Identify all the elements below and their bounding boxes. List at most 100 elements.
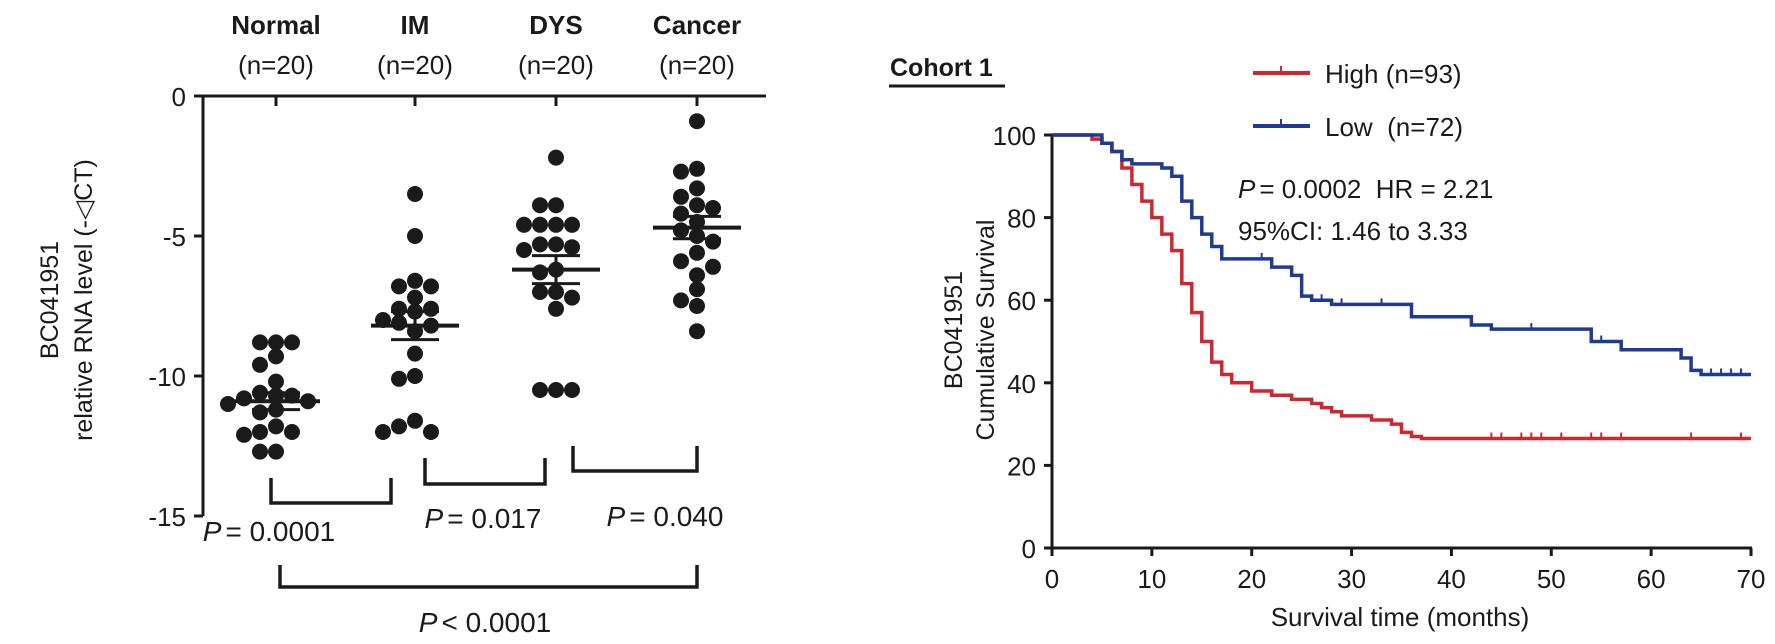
data-point-cancer [689,323,705,340]
data-point-im [391,300,407,317]
data-point-normal [268,373,284,390]
category-labels: Normal (n=20) IM (n=20) DYS (n=20) Cancer (n=20… [231,10,741,106]
data-point-cancer [673,292,689,309]
category-label: IM [401,10,430,40]
category-n-label: (n=20) [659,50,735,80]
comparison-bracket [278,565,699,589]
x-axis-label: Survival time (months) [1271,602,1530,632]
category-label: DYS [529,10,582,40]
y-axis-label-line1: BC041951 [940,271,968,389]
survival-chart: Cohort 1 0 20 40 60 80 100 0 10 20 30 40 50 60 70 BC… [889,54,1765,632]
data-point-cancer [673,163,689,180]
data-point-dys [532,236,548,253]
data-point-cancer [689,180,705,197]
data-point-cancer [705,258,721,275]
data-point-normal [252,404,268,421]
x-tick-label: 60 [1637,564,1666,594]
y-tick-label: 80 [1007,204,1036,234]
category-label: Normal [231,10,321,40]
data-point-cancer [689,267,705,284]
data-point-dys [564,289,580,306]
survival-curve-low [1052,133,1751,377]
data-point-im [391,278,407,295]
comparison-bracket [571,446,699,473]
p-symbol: P [419,607,438,638]
comparison-p-label: P = 0.0001 [203,516,335,547]
data-point-cancer [673,253,689,270]
data-point-im [375,424,391,440]
data-point-im [391,418,407,435]
data-point-cancer [689,281,705,298]
data-point-cancer [705,200,721,216]
x-axis-ticks: 0 10 20 30 40 50 60 70 [1045,548,1766,594]
data-point-dys [532,197,548,214]
data-point-cancer [689,298,705,314]
category-n-label: (n=20) [518,50,594,80]
data-point-im [391,314,407,331]
p-symbol: P [425,503,444,534]
data-point-im [407,368,423,384]
data-point-normal [284,424,300,440]
data-point-normal [252,443,268,460]
data-point-normal [268,418,284,435]
data-point-im [407,186,423,202]
x-tick-label: 70 [1737,564,1766,594]
data-point-normal [252,334,268,351]
data-point-normal [268,443,284,460]
p-symbol: P [1238,174,1256,204]
data-point-dys [548,300,564,317]
data-point-dys [516,242,532,258]
data-point-dys [564,382,580,398]
data-point-im [407,345,423,362]
data-point-cancer [689,113,705,130]
stats-annotation-p-hr: P = 0.0002 HR = 2.21 [1238,174,1494,204]
legend-label-high: High (n=93) [1325,59,1462,89]
data-point-dys [548,149,564,166]
y-tick-label: 40 [1007,369,1036,399]
data-point-cancer [705,233,721,250]
comparison-p-label: P < 0.0001 [419,607,551,638]
p-value-text: < 0.0001 [441,607,551,638]
y-tick-label: -5 [163,222,186,252]
comparison-bracket [423,458,547,486]
dot-plot-chart: Normal (n=20) IM (n=20) DYS (n=20) Cancer (n=20… [36,10,766,638]
data-point-normal [284,334,300,351]
data-point-dys [532,264,548,281]
data-point-cancer [673,205,689,222]
x-tick-label: 40 [1437,564,1466,594]
x-tick-label: 0 [1045,564,1059,594]
data-point-dys [532,284,548,300]
p-value-text: = 0.040 [629,501,723,532]
data-point-cancer [673,222,689,239]
category-label: Cancer [653,10,741,40]
category-n-label: (n=20) [377,50,453,80]
data-point-im [407,412,423,429]
data-point-normal [236,426,252,443]
y-tick-label: 0 [1022,534,1036,564]
comparison-p-label: P = 0.017 [425,503,542,534]
comparison-bracket [269,478,393,505]
stats-annotation-ci: 95%CI: 1.46 to 3.33 [1238,216,1468,246]
data-point-normal [252,356,268,373]
data-point-dys [516,216,532,233]
data-point-dys [564,239,580,256]
x-tick-label: 50 [1537,564,1566,594]
data-point-im [423,278,439,295]
y-tick-label: -15 [148,502,186,532]
y-tick-label: 0 [172,82,186,112]
y-tick-label: 20 [1007,451,1036,481]
survival-curves [1052,133,1751,441]
data-point-cancer [673,188,689,205]
x-tick-label: 20 [1237,564,1266,594]
survival-curve-high [1052,133,1751,441]
y-axis-label-line2: relative RNA level (-◁CT) [70,159,98,441]
legend-label-low: Low (n=72) [1325,112,1463,142]
data-point-im [423,300,439,317]
data-point-dys [548,197,564,214]
data-point-normal [252,424,268,440]
data-point-dys [532,382,548,398]
y-axis-label-line2: Cumulative Survival [972,220,1000,441]
y-axis-ticks: 0 20 40 60 80 100 [993,121,1052,564]
data-point-im [407,272,423,289]
